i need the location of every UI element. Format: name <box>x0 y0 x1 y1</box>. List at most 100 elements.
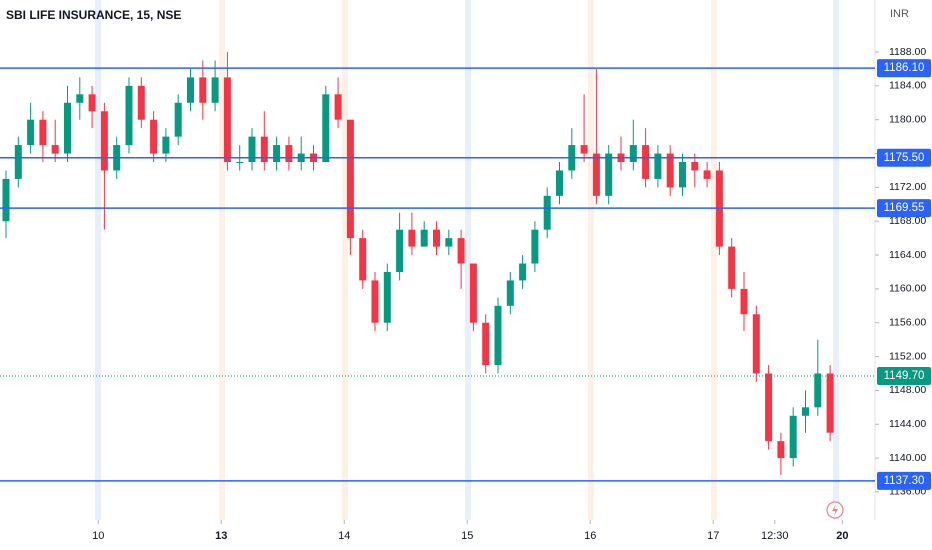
candle-body <box>248 136 256 162</box>
lightning-icon[interactable] <box>826 501 844 519</box>
y-tick-label: 1172.00 <box>889 181 926 193</box>
level-tag <box>877 148 931 167</box>
candle-body <box>371 280 379 323</box>
candle-body <box>273 145 281 162</box>
candle-body <box>592 153 600 196</box>
candle-body <box>654 153 662 179</box>
candle-body <box>605 153 613 196</box>
y-tick-label: 1184.00 <box>889 80 926 92</box>
candle-body <box>728 246 736 289</box>
candle-body <box>506 280 514 306</box>
x-tick-label: 17 <box>707 530 719 542</box>
candle-body <box>420 229 428 247</box>
level-tag <box>877 59 931 78</box>
candle-body <box>580 145 588 154</box>
candle-body <box>629 145 637 162</box>
candle-body <box>64 102 71 154</box>
candle-body <box>531 229 539 264</box>
candle-body <box>150 119 158 154</box>
candle-body <box>814 373 822 408</box>
candle-body <box>802 407 809 416</box>
candle-body <box>519 263 527 281</box>
candle-body <box>445 238 453 247</box>
candle-body <box>14 145 22 179</box>
candle-body <box>322 94 330 162</box>
y-tick-label: 1160.00 <box>889 283 926 295</box>
chart-title: SBI LIFE INSURANCE, 15, NSE <box>6 8 181 22</box>
session-band <box>219 0 225 520</box>
candle-body <box>556 170 563 196</box>
level-label: 1186.10 <box>884 62 925 74</box>
candle-body <box>162 136 170 154</box>
current-price-label: 1149.70 <box>884 370 925 382</box>
y-tick-label: 1164.00 <box>889 249 926 261</box>
y-tick-label: 1152.00 <box>889 350 926 362</box>
y-tick-label: 1180.00 <box>889 113 926 125</box>
candle-body <box>76 94 84 103</box>
current-price-tag <box>877 367 931 386</box>
candle-body <box>543 195 551 230</box>
x-tick-label: 20 <box>836 530 848 542</box>
session-band <box>833 0 839 520</box>
candle-body <box>346 119 354 239</box>
candle-body <box>482 322 490 366</box>
y-tick-label: 1144.00 <box>889 418 926 430</box>
level-label: 1175.50 <box>884 152 925 164</box>
session-band <box>588 0 594 520</box>
currency: INR <box>890 8 909 20</box>
y-tick-label: 1168.00 <box>889 215 926 227</box>
candle-body <box>408 229 416 247</box>
session-bands <box>95 0 839 520</box>
candle-body <box>494 305 502 366</box>
y-tick-label: 1148.00 <box>889 384 926 396</box>
candle-body <box>457 238 465 264</box>
candle-body <box>223 77 231 162</box>
level-tag <box>877 199 931 218</box>
session-band <box>95 0 101 520</box>
candle-body <box>666 153 674 188</box>
level-label: 1137.30 <box>884 475 925 487</box>
candle-body <box>100 111 108 171</box>
candle-body <box>765 373 773 442</box>
candle-body <box>777 441 785 459</box>
candle-body <box>125 85 133 146</box>
candle-body <box>740 288 748 315</box>
candle-body <box>236 161 244 163</box>
candle-body <box>826 373 834 433</box>
x-tick-label: 15 <box>461 530 473 542</box>
level-tag <box>877 471 931 490</box>
level-label: 1169.55 <box>884 202 925 214</box>
candle-body <box>789 415 797 459</box>
x-tick-label: 10 <box>92 530 104 542</box>
candle-body <box>752 314 760 374</box>
candle-body <box>27 119 35 146</box>
candle-body <box>469 263 477 323</box>
candle-body <box>285 145 293 162</box>
session-band <box>342 0 348 520</box>
candle-body <box>642 145 650 179</box>
candle-body <box>396 229 404 272</box>
candle-body <box>260 136 268 162</box>
candle-body <box>679 161 686 188</box>
candle-body <box>359 238 367 281</box>
candle-body <box>39 119 47 146</box>
session-band <box>465 0 471 520</box>
candle-body <box>383 271 391 323</box>
icon-bolt[interactable] <box>832 504 838 516</box>
candle-body <box>334 94 342 120</box>
candle-body <box>51 145 59 154</box>
x-tick-label: 13 <box>215 530 227 542</box>
x-tick-label: 12:30 <box>761 530 789 542</box>
candle-body <box>2 178 10 222</box>
candle-body <box>174 102 182 137</box>
candle-body <box>433 229 440 247</box>
y-tick-label: 1140.00 <box>889 452 926 464</box>
session-band <box>711 0 717 520</box>
candle-body <box>211 77 219 103</box>
candle-body <box>88 94 96 112</box>
y-tick-label: 1156.00 <box>889 317 926 329</box>
candle-body <box>137 85 145 120</box>
candle-body <box>691 161 699 171</box>
y-tick-label: 1188.00 <box>889 46 926 58</box>
